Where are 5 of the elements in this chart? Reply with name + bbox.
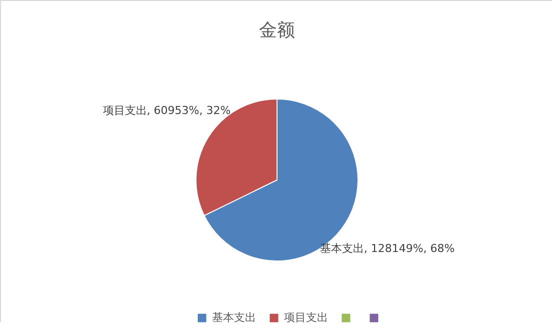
chart-title: 金额 <box>259 20 295 41</box>
data-label: 基本支出, 128149%, 68% <box>320 242 455 255</box>
legend-label: 项目支出 <box>284 311 328 324</box>
legend-label: 基本支出 <box>212 311 256 324</box>
data-label: 项目支出, 60953%, 32% <box>102 104 231 118</box>
